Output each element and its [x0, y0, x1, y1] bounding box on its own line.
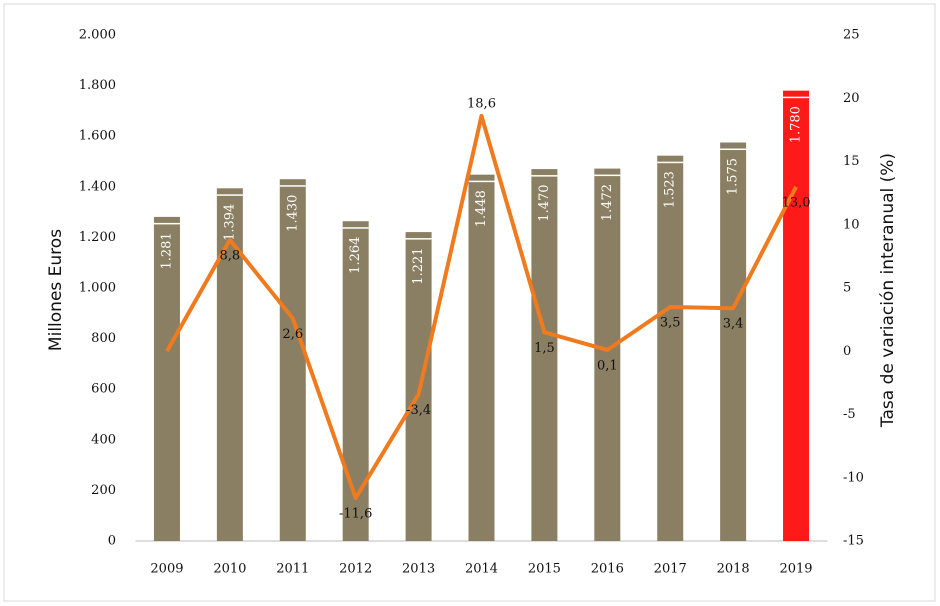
y-tick-label: 400: [91, 432, 116, 447]
bar-cap: [279, 185, 306, 187]
y-tick-label: 1.800: [79, 78, 116, 93]
bar-cap: [153, 222, 180, 225]
line: [165, 113, 798, 500]
bar-value-label: 1.221: [411, 247, 426, 284]
bar: [720, 142, 747, 541]
y-tick-label: 1.000: [79, 281, 116, 296]
x-tick-label: 2018: [717, 562, 750, 577]
y-tick-label: 800: [91, 331, 116, 346]
x-tick-label: 2019: [779, 562, 812, 577]
bar: [657, 155, 684, 541]
y2-tick-label: 10: [843, 217, 860, 232]
bar-value-label: 1.430: [285, 195, 300, 232]
y2-tick-label: 20: [843, 91, 860, 106]
bar-cap: [405, 238, 432, 240]
bar: [279, 179, 306, 541]
frame: [3, 3, 936, 602]
line-value-label: 3,5: [660, 315, 681, 330]
x-tick-label: 2010: [213, 562, 246, 577]
y2-tick-label: 25: [843, 28, 860, 43]
y2-tick-label: -5: [843, 407, 856, 422]
y-tick-label: 2.000: [79, 28, 116, 43]
line-value-label: -11,6: [339, 506, 372, 521]
bar: [783, 90, 810, 541]
x-tick-label: 2016: [591, 562, 624, 577]
bar-value-label: 1.281: [159, 232, 174, 269]
bar: [153, 216, 180, 542]
y-tick-label: 1.400: [79, 179, 116, 194]
line-value-label: 3,4: [723, 317, 744, 332]
line-value-label: 8,8: [220, 248, 241, 263]
x-tick-label: 2015: [528, 562, 561, 577]
bar-value-label: 1.264: [348, 237, 363, 274]
y2-tick-label: 5: [843, 281, 851, 296]
bar-value-label: 1.780: [789, 106, 804, 143]
bar-cap: [594, 174, 621, 177]
bar: [594, 168, 621, 542]
y2-axis-label: Tasa de variación interanual (%): [878, 153, 898, 428]
bar-value-label: 1.394: [222, 204, 237, 241]
y-tick-label: 200: [91, 483, 116, 498]
y-tick-label: 1.200: [79, 230, 116, 245]
x-tick-label: 2009: [150, 562, 183, 577]
bar: [342, 221, 369, 541]
x-tick-label: 2011: [276, 562, 309, 577]
bar-cap: [783, 96, 810, 99]
x-tick-label: 2012: [339, 562, 372, 577]
y-tick-label: 600: [91, 382, 116, 397]
bar-cap: [216, 194, 243, 196]
bar-cap: [531, 175, 558, 177]
bar-value-label: 1.472: [600, 184, 615, 221]
bar-value-label: 1.575: [726, 158, 741, 195]
x-tick-label: 2014: [465, 562, 498, 577]
y2-tick-label: 0: [843, 344, 851, 359]
y-tick-label: 0: [108, 534, 116, 549]
x-tick-label: 2017: [654, 562, 687, 577]
line-value-label: -3,4: [406, 403, 431, 418]
y-tick-label: 1.600: [79, 129, 116, 144]
bar: [216, 188, 243, 541]
line-value-label: 18,6: [467, 96, 496, 111]
x-tick-label: 2013: [402, 562, 435, 577]
y2-tick-label: -15: [843, 534, 864, 549]
bar: [531, 169, 558, 541]
line-value-label: 1,5: [534, 341, 555, 356]
bar-value-label: 1.448: [474, 190, 489, 227]
y2-tick-label: -10: [843, 470, 864, 485]
line-value-label: 13,0: [782, 195, 811, 210]
bar-cap: [720, 148, 747, 151]
line-value-label: 0,1: [597, 358, 618, 373]
y2-tick-label: 15: [843, 154, 860, 169]
bar-value-label: 1.470: [537, 184, 552, 221]
bar: [468, 174, 495, 541]
bar-cap: [657, 161, 684, 164]
line-value-label: 2,6: [282, 327, 303, 342]
bar-cap: [342, 227, 369, 229]
y-axis-label: Millones Euros: [46, 229, 66, 351]
bar-value-label: 1.523: [663, 171, 678, 208]
bar-cap: [468, 180, 495, 183]
